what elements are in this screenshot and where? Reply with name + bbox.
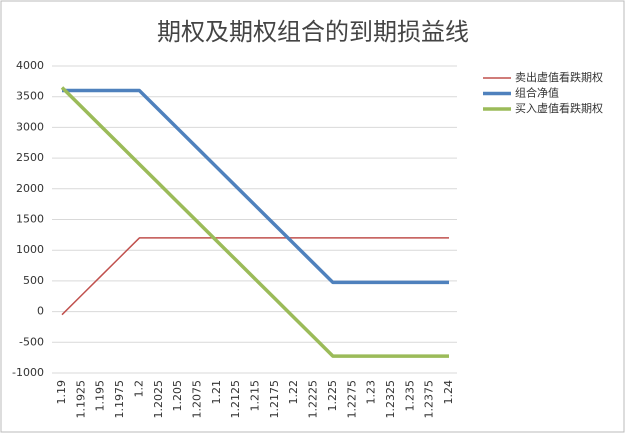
y-tick-label: 3000 xyxy=(16,120,44,133)
legend-label: 买入虚值看跌期权 xyxy=(515,101,603,115)
y-tick-label: 3500 xyxy=(16,90,44,103)
y-tick-label: -1000 xyxy=(12,366,44,379)
y-tick-label: 0 xyxy=(37,305,44,318)
x-tick-label: 1.2225 xyxy=(307,380,320,419)
x-tick-label: 1.19 xyxy=(55,380,68,405)
x-tick-label: 1.2125 xyxy=(229,380,242,419)
y-tick-label: 1500 xyxy=(16,213,44,226)
x-tick-label: 1.205 xyxy=(171,380,184,412)
y-tick-label: 1000 xyxy=(16,243,44,256)
y-tick-label: 4000 xyxy=(16,59,44,72)
chart-title: 期权及期权组合的到期损益线 xyxy=(157,18,469,46)
x-tick-label: 1.215 xyxy=(249,380,262,412)
y-tick-label: 500 xyxy=(23,274,44,287)
legend-label: 卖出虚值看跌期权 xyxy=(515,70,603,84)
x-tick-label: 1.2025 xyxy=(152,380,165,419)
legend-label: 组合净值 xyxy=(515,86,559,100)
x-tick-label: 1.24 xyxy=(442,380,455,405)
x-tick-label: 1.22 xyxy=(287,380,300,405)
x-tick-label: 1.2375 xyxy=(423,380,436,419)
x-tick-label: 1.2075 xyxy=(190,380,203,419)
x-tick-label: 1.2175 xyxy=(268,380,281,419)
x-tick-label: 1.225 xyxy=(326,380,339,412)
y-tick-label: -500 xyxy=(19,335,44,348)
x-tick-label: 1.195 xyxy=(94,380,107,412)
x-tick-label: 1.1975 xyxy=(113,380,126,419)
series-line xyxy=(61,237,449,316)
x-tick-label: 1.2 xyxy=(132,380,145,398)
x-tick-label: 1.235 xyxy=(403,380,416,412)
x-tick-label: 1.21 xyxy=(210,380,223,405)
x-tick-label: 1.1925 xyxy=(74,380,87,419)
series-line xyxy=(62,88,449,285)
x-tick-label: 1.23 xyxy=(365,380,378,405)
x-tick-label: 1.2325 xyxy=(384,380,397,419)
x-tick-label: 1.2275 xyxy=(345,380,358,419)
y-tick-label: 2000 xyxy=(16,182,44,195)
series-line xyxy=(60,86,449,358)
y-tick-label: 2500 xyxy=(16,151,44,164)
